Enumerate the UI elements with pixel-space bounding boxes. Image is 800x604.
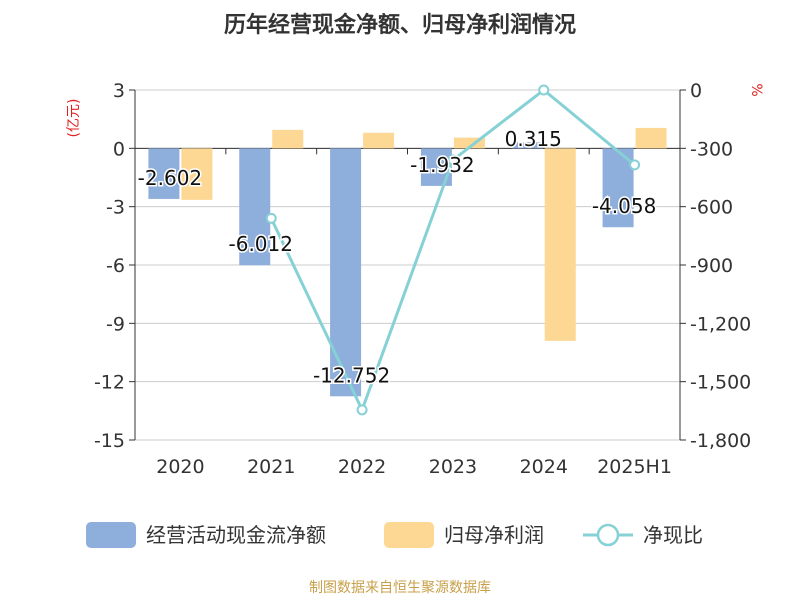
x-tick-label: 2022 [338,456,386,478]
legend-cashflow-swatch [86,522,136,548]
cashflow-data-label: -4.058 [592,194,656,218]
right-tick-label: 0 [690,80,702,102]
grid-lines [135,89,680,441]
legend-ratio-text: 净现比 [643,523,703,547]
left-tick-label: -6 [106,255,125,277]
x-tick-label: 2020 [156,456,204,478]
right-tick-label: -1,200 [690,313,751,335]
ratio-point [356,404,368,416]
right-tick-label: -600 [690,197,733,219]
cashflow-bar [148,148,180,199]
ratio-point [629,159,641,171]
cashflow-bar [330,148,362,397]
legend-profit-text: 归母净利润 [444,523,544,547]
right-tick-label: -300 [690,138,733,160]
legend-cashflow-text: 经营活动现金流净额 [146,523,326,547]
left-tick-label: -12 [94,372,125,394]
ratio-line-path [269,88,636,414]
right-tick-label: -1,800 [690,430,751,452]
cashflow-data-label: -6.012 [229,232,293,256]
profit-bar [363,132,395,149]
bars [148,127,667,397]
ratio-point [447,154,459,166]
legend-ratio-swatch-marker [596,523,620,547]
axes: 3 0 -3 -6 -9 -12 -15 0 -300 -600 -900 -1,200 -1,500 -… [94,80,751,478]
x-tick-label: 2023 [429,456,477,478]
ratio-point [538,84,550,96]
cashflow-bar [239,148,271,266]
profit-bar [272,129,304,149]
legend: 经营活动现金流净额 归母净利润 净现比 [86,522,703,548]
left-tick-label: -9 [106,313,125,335]
x-tick-label: 2025H1 [597,456,672,478]
x-tick-label: 2021 [247,456,295,478]
x-tick-label: 2024 [520,456,568,478]
cashflow-data-label: -1.932 [410,153,474,177]
profit-bar [635,127,667,149]
cashflow-bar [511,142,543,149]
cashflow-data-label: -2.602 [138,166,202,190]
left-tick-label: -3 [106,197,125,219]
right-axis-unit: % [748,83,764,96]
left-tick-label: -15 [94,430,125,452]
left-tick-label: 0 [113,138,125,160]
profit-bar [544,148,576,341]
left-tick-label: 3 [113,80,125,102]
right-tick-label: -900 [690,255,733,277]
chart-title: 历年经营现金净额、归母净利润情况 [224,12,576,38]
ratio-point [265,212,277,224]
cashflow-data-label: -12.752 [313,363,390,387]
profit-bar [453,137,485,149]
legend-profit-swatch [384,522,434,548]
right-tick-label: -1,500 [690,372,751,394]
cashflow-data-label: 0.315 [505,127,562,151]
left-axis-unit: (亿元) [66,99,82,138]
profit-bar [181,148,213,200]
source-note: 制图数据来自恒生聚源数据库 [309,580,491,596]
ratio-line [265,84,641,416]
data-labels: -2.602 -6.012 -12.752 -1.932 0.315 -4.058 [136,126,658,389]
